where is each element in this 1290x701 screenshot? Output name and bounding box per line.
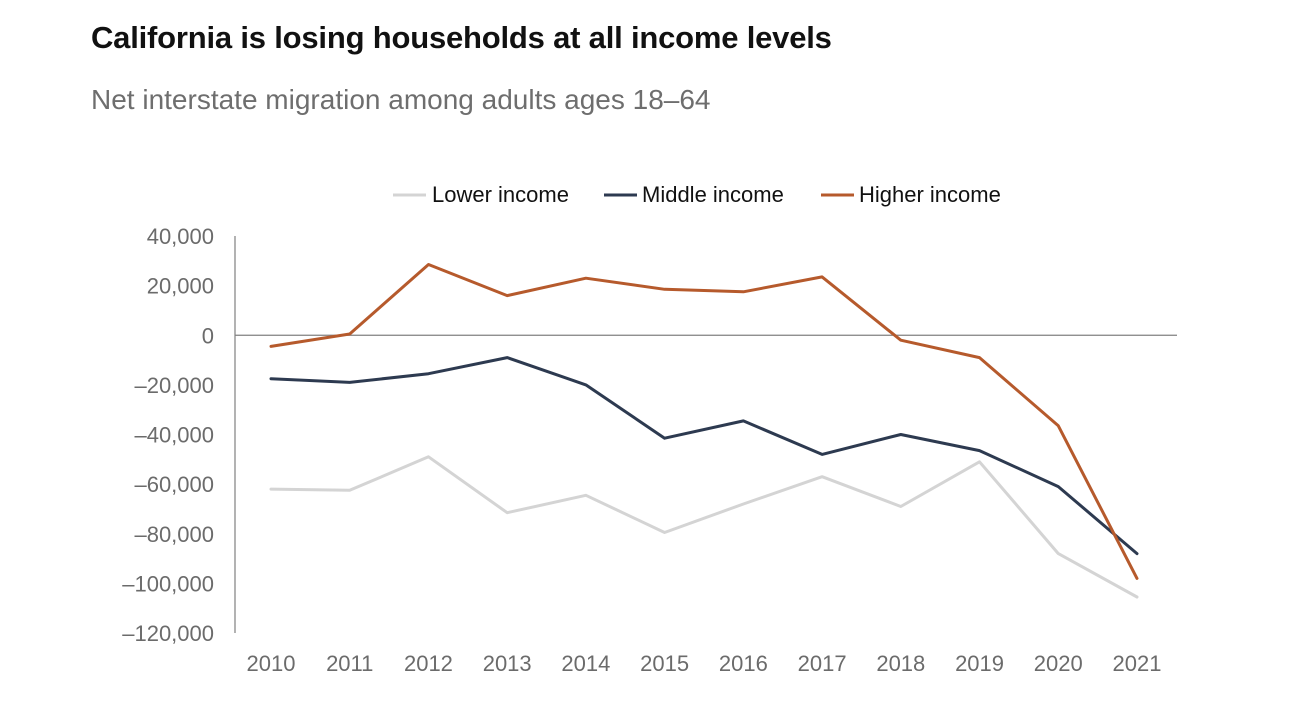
x-tick-label: 2017 xyxy=(798,651,847,676)
x-tick-label: 2015 xyxy=(640,651,689,676)
y-tick-label: –20,000 xyxy=(134,373,214,398)
x-tick-label: 2018 xyxy=(876,651,925,676)
legend-label-lower-income: Lower income xyxy=(432,182,569,207)
series-line-middle-income xyxy=(269,356,1139,556)
x-tick-label: 2011 xyxy=(326,651,373,676)
y-tick-label: –100,000 xyxy=(122,571,214,596)
x-axis: 2010 2011 2012 2013 2014 2015 2016 2017 2018 2019… xyxy=(235,334,1177,676)
y-tick-label: 0 xyxy=(202,323,214,348)
chart-subtitle: Net interstate migration among adults ag… xyxy=(91,84,711,115)
y-tick-label: 40,000 xyxy=(147,224,214,249)
series-line-lower-income xyxy=(269,455,1139,599)
y-tick-label: 20,000 xyxy=(147,274,214,299)
x-tick-label: 2019 xyxy=(955,651,1004,676)
legend-label-higher-income: Higher income xyxy=(859,182,1001,207)
series-group xyxy=(269,263,1139,599)
chart-title: California is losing households at all i… xyxy=(91,20,832,55)
x-tick-label: 2012 xyxy=(404,651,453,676)
x-tick-label: 2014 xyxy=(561,651,610,676)
y-tick-label: –120,000 xyxy=(122,621,214,646)
x-tick-label: 2020 xyxy=(1034,651,1083,676)
x-tick-label: 2013 xyxy=(483,651,532,676)
legend: Lower income Middle income Higher income xyxy=(393,182,1001,207)
series-line-higher-income xyxy=(269,263,1139,580)
x-tick-label: 2016 xyxy=(719,651,768,676)
y-tick-label: –60,000 xyxy=(134,472,214,497)
y-tick-label: –40,000 xyxy=(134,423,214,448)
y-axis: 40,000 20,000 0 –20,000 –40,000 –60,000 –80,00… xyxy=(122,224,236,646)
legend-label-middle-income: Middle income xyxy=(642,182,784,207)
y-tick-label: –80,000 xyxy=(134,522,214,547)
x-tick-label: 2010 xyxy=(247,651,296,676)
x-tick-label: 2021 xyxy=(1113,651,1162,676)
